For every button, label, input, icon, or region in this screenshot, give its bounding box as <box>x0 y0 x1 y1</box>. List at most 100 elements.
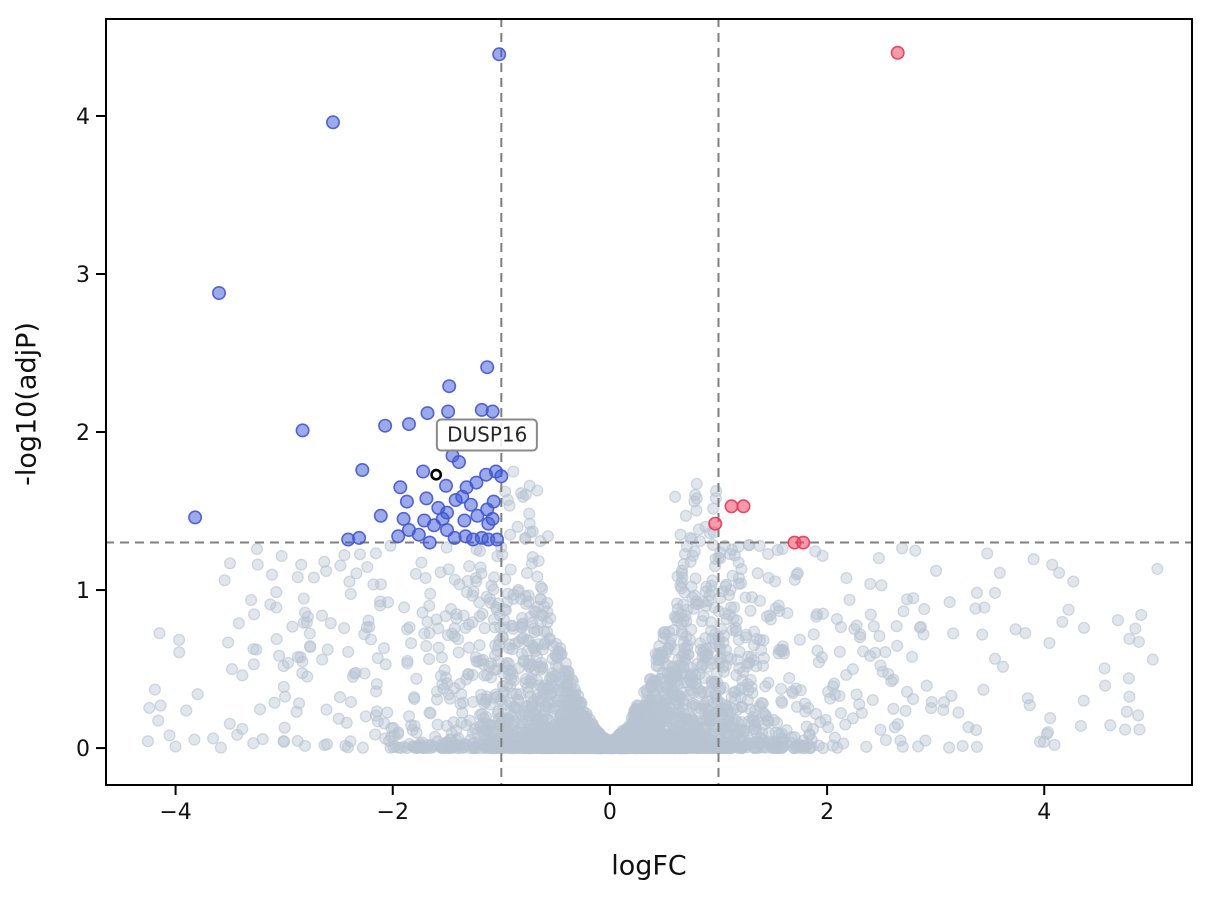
background-point <box>899 704 912 717</box>
background-point <box>264 598 277 611</box>
background-point <box>718 742 731 755</box>
y-tick-label: 1 <box>76 579 90 604</box>
background-point <box>670 742 683 755</box>
background-point <box>757 652 770 665</box>
background-point <box>747 639 761 652</box>
background-point <box>962 721 975 734</box>
background-point <box>1123 690 1136 703</box>
background-point <box>894 734 907 747</box>
background-point <box>744 604 757 617</box>
background-point <box>761 610 774 623</box>
background-point <box>223 557 237 570</box>
background-point <box>248 608 261 621</box>
background-point <box>424 742 437 755</box>
background-point <box>362 614 375 627</box>
y-tick-label: 4 <box>76 105 90 130</box>
gray-point <box>669 490 682 503</box>
background-point <box>678 548 691 561</box>
background-point <box>1135 608 1148 621</box>
background-point <box>358 667 371 680</box>
background-point <box>875 579 888 592</box>
background-point <box>521 680 534 694</box>
background-point <box>741 694 754 707</box>
background-point <box>573 698 587 711</box>
x-tick-label: 2 <box>820 800 834 825</box>
gray-point <box>693 535 707 548</box>
background-point <box>833 645 846 658</box>
background-point <box>843 593 856 606</box>
background-point <box>793 633 806 646</box>
background-point <box>776 735 789 748</box>
background-point <box>900 593 914 606</box>
background-point <box>1044 712 1057 725</box>
background-point <box>783 672 796 685</box>
down-gene-point <box>352 530 367 545</box>
background-point <box>418 627 431 640</box>
gray-point <box>1120 705 1133 718</box>
down-gene-point <box>399 494 414 509</box>
background-point <box>526 550 539 564</box>
background-point <box>152 714 165 727</box>
background-point <box>981 547 994 560</box>
background-point <box>296 655 309 668</box>
background-point <box>839 718 852 731</box>
up-gene-point <box>736 499 751 514</box>
background-point <box>423 706 436 719</box>
background-point <box>462 641 476 654</box>
background-point <box>628 725 641 738</box>
background-point <box>356 741 369 754</box>
background-point <box>463 560 476 573</box>
background-point <box>700 642 713 655</box>
background-point <box>273 649 286 662</box>
background-point <box>415 556 428 569</box>
background-point <box>297 592 310 605</box>
background-point <box>437 737 450 750</box>
background-point <box>361 560 374 574</box>
background-point <box>702 685 715 698</box>
x-tick-label: 0 <box>603 800 617 825</box>
background-point <box>507 674 520 687</box>
background-point <box>956 739 969 753</box>
background-point <box>344 587 357 601</box>
background-point <box>467 737 480 750</box>
background-point <box>758 737 772 750</box>
background-point <box>920 679 933 692</box>
background-point <box>353 548 367 561</box>
background-point <box>315 609 329 622</box>
background-point <box>413 737 427 750</box>
down-gene-point <box>378 418 393 433</box>
background-point <box>480 669 494 682</box>
background-point <box>855 706 868 720</box>
background-point <box>277 680 290 693</box>
background-point <box>806 722 820 736</box>
background-point <box>690 597 703 610</box>
gray-point <box>541 530 555 543</box>
down-gene-point <box>355 462 370 477</box>
background-point <box>265 568 279 581</box>
background-point <box>367 578 380 591</box>
gene-annotation-label: DUSP16 <box>436 418 539 452</box>
background-point <box>943 741 956 754</box>
background-point <box>717 681 730 694</box>
background-point <box>469 571 482 585</box>
background-point <box>919 734 932 747</box>
background-point <box>705 675 718 688</box>
down-gene-point <box>451 454 466 469</box>
background-point <box>595 739 608 752</box>
background-point <box>250 542 263 556</box>
background-point <box>692 523 705 536</box>
gray-point <box>516 490 530 503</box>
background-point <box>398 601 411 614</box>
background-point <box>512 695 525 708</box>
background-point <box>180 704 193 717</box>
background-point <box>774 645 787 658</box>
background-point <box>943 596 956 609</box>
background-point <box>659 714 672 727</box>
down-gene-point <box>442 379 457 394</box>
background-point <box>522 709 535 722</box>
background-point <box>648 674 661 687</box>
background-point <box>247 642 260 656</box>
background-point <box>472 655 485 668</box>
background-point <box>281 656 295 669</box>
